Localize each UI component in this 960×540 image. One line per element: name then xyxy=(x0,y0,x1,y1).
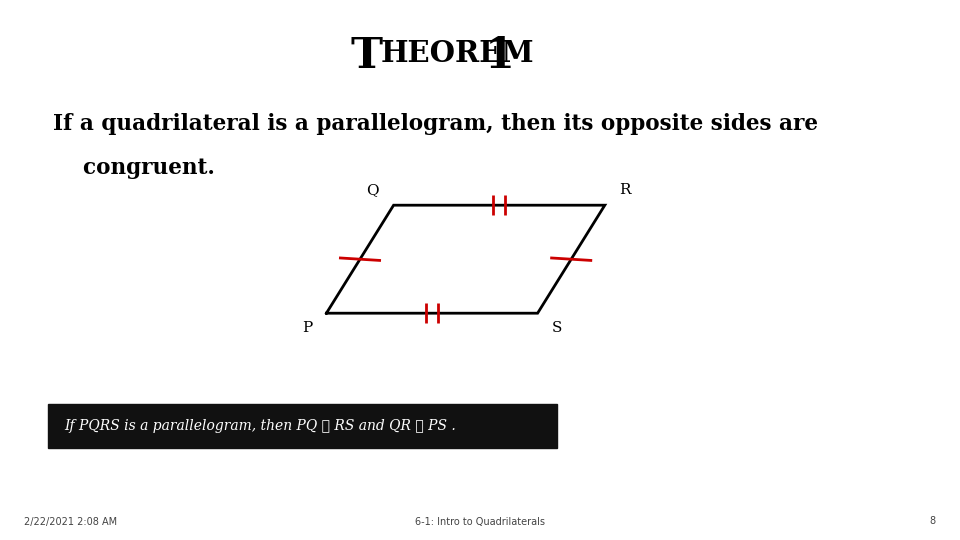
Text: P: P xyxy=(301,321,312,335)
Text: Q: Q xyxy=(367,183,379,197)
Text: 1: 1 xyxy=(485,35,515,77)
Text: 2/22/2021 2:08 AM: 2/22/2021 2:08 AM xyxy=(24,516,117,526)
Text: T: T xyxy=(350,35,382,77)
Text: congruent.: congruent. xyxy=(53,157,215,179)
Text: S: S xyxy=(552,321,563,335)
Text: HEOREM: HEOREM xyxy=(381,39,535,69)
Text: 6-1: Intro to Quadrilaterals: 6-1: Intro to Quadrilaterals xyxy=(415,516,545,526)
Text: R: R xyxy=(619,183,631,197)
Text: 8: 8 xyxy=(930,516,936,526)
FancyBboxPatch shape xyxy=(48,404,557,448)
Text: If a quadrilateral is a parallelogram, then its opposite sides are: If a quadrilateral is a parallelogram, t… xyxy=(53,113,818,136)
Text: If PQRS is a parallelogram, then PQ ≅ RS and QR ≅ PS .: If PQRS is a parallelogram, then PQ ≅ RS… xyxy=(64,419,456,433)
